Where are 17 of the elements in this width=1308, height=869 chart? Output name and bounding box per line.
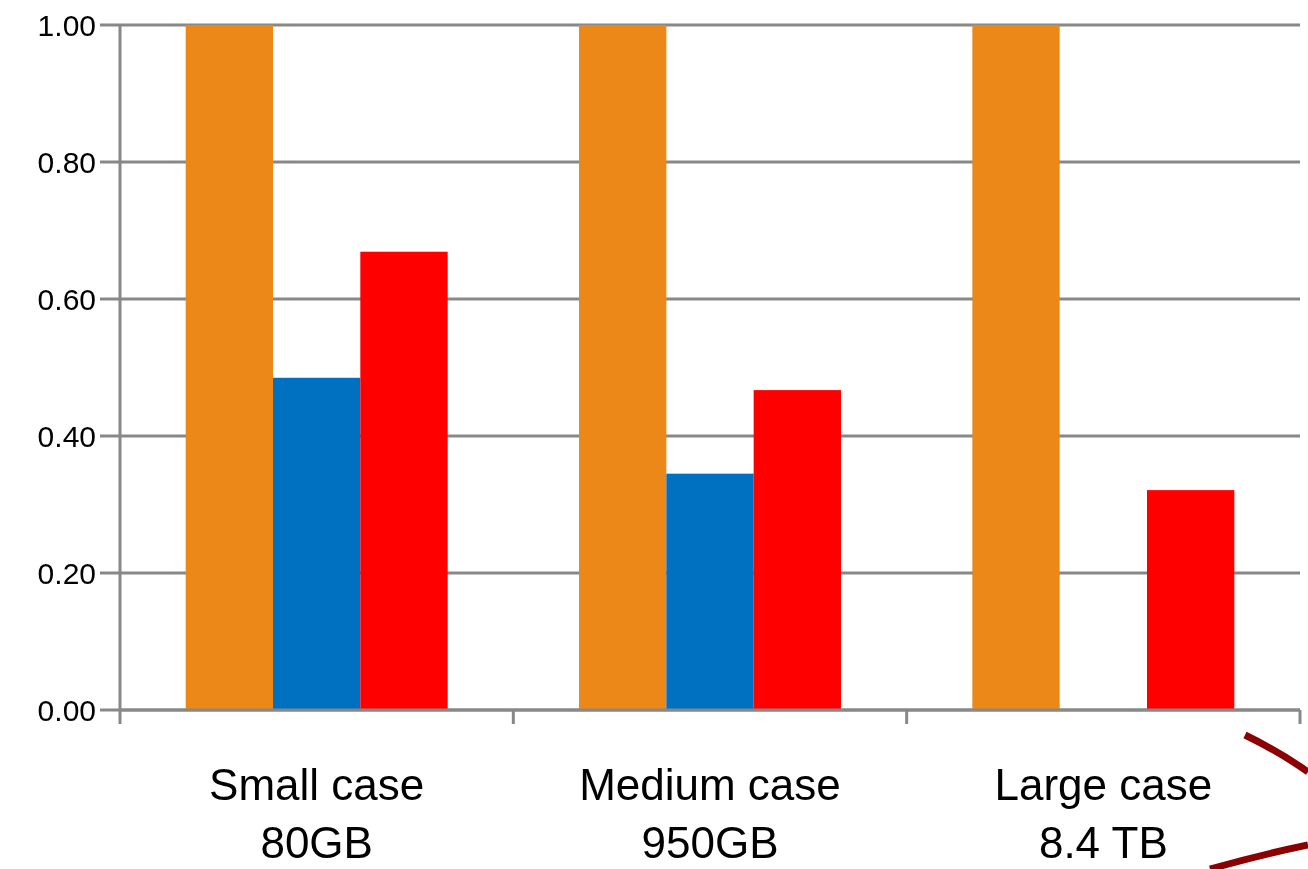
y-tick-label: 0.60 — [37, 282, 96, 316]
x-tick-label: Small case 80GB — [209, 760, 425, 867]
bar — [972, 25, 1060, 710]
y-tick-label: 0.40 — [37, 419, 96, 453]
y-tick-label: 0.20 — [37, 556, 96, 590]
bar — [579, 25, 667, 710]
y-tick-label: 0.80 — [37, 145, 96, 179]
y-tick-label: 1.00 — [37, 8, 96, 42]
y-tick-label: 0.00 — [37, 693, 96, 727]
bar — [185, 25, 274, 710]
bar — [360, 251, 448, 710]
bar — [753, 390, 841, 710]
x-tick-label: Medium case 950GB — [579, 760, 841, 867]
x-tick-label: Large case 8.4 TB — [994, 760, 1213, 867]
bar — [666, 473, 754, 710]
bar — [273, 377, 361, 710]
bar — [1146, 490, 1235, 710]
